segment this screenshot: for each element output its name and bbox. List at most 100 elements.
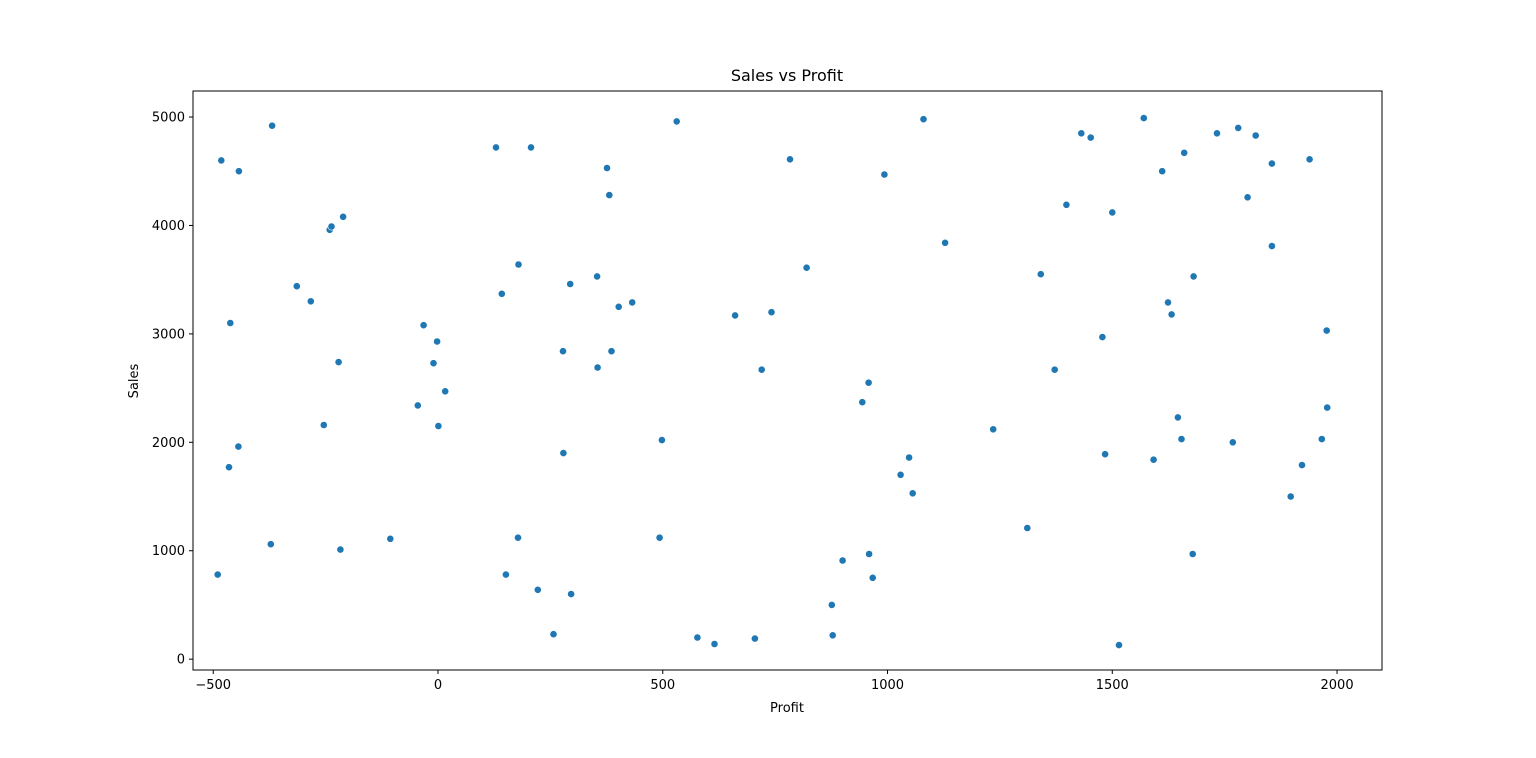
data-point <box>419 321 428 330</box>
data-point <box>514 260 523 269</box>
data-point <box>1243 193 1252 202</box>
data-point <box>751 634 759 643</box>
data-point <box>1228 438 1237 447</box>
data-point <box>896 470 905 479</box>
data-point <box>1286 492 1295 501</box>
data-point <box>607 347 616 356</box>
data-point <box>306 297 315 306</box>
data-point <box>614 302 623 311</box>
x-tick-label: 2000 <box>1321 678 1354 693</box>
data-point <box>655 533 664 542</box>
data-point <box>234 442 243 451</box>
data-point <box>1298 461 1306 469</box>
data-point <box>802 263 811 272</box>
data-point <box>858 398 867 407</box>
y-tick-label: 1000 <box>152 544 185 559</box>
data-point <box>1164 298 1172 307</box>
data-point <box>334 358 343 366</box>
data-point <box>1305 155 1314 164</box>
data-point <box>1177 435 1186 443</box>
data-point <box>767 308 776 317</box>
y-axis: 0 1000 2000 3000 4000 5000 <box>152 111 193 668</box>
data-point <box>292 282 301 291</box>
x-axis: −500 0 500 1000 1500 2000 <box>195 670 1354 693</box>
data-point <box>429 359 438 368</box>
data-point <box>268 121 276 130</box>
x-tick-label: 500 <box>650 678 675 693</box>
data-point <box>559 347 567 356</box>
data-point <box>1167 310 1176 319</box>
data-point <box>710 640 719 648</box>
data-point <box>1108 208 1117 217</box>
data-point <box>658 436 666 444</box>
data-point <box>566 280 575 288</box>
data-point <box>386 534 395 543</box>
data-point <box>1322 326 1331 335</box>
data-point <box>226 319 235 327</box>
data-point <box>319 421 328 429</box>
data-point <box>1023 524 1032 532</box>
data-point <box>1139 114 1148 122</box>
data-point <box>413 401 422 410</box>
data-point <box>1077 129 1086 138</box>
x-tick-label: 1500 <box>1096 678 1129 693</box>
data-point <box>213 570 222 579</box>
y-tick-label: 5000 <box>152 111 185 126</box>
data-point <box>827 601 836 609</box>
data-point <box>492 143 500 152</box>
data-point <box>838 556 847 565</box>
data-point <box>497 289 506 298</box>
data-point <box>559 449 568 457</box>
data-point <box>989 425 998 434</box>
plot-frame <box>192 90 1383 671</box>
x-tick-label: −500 <box>195 678 231 693</box>
data-point <box>1098 333 1107 341</box>
data-point <box>868 573 877 582</box>
data-point <box>1158 167 1167 176</box>
data-point <box>217 156 226 165</box>
data-point <box>1149 455 1158 464</box>
data-point <box>1188 550 1197 558</box>
data-point <box>327 222 336 231</box>
data-point <box>225 463 233 472</box>
data-point <box>533 585 542 594</box>
data-point <box>549 630 558 639</box>
data-point <box>880 170 889 179</box>
data-point <box>603 164 611 172</box>
x-axis-label: Profit <box>770 701 804 716</box>
data-point <box>786 155 794 164</box>
data-point <box>1086 133 1095 142</box>
data-point <box>434 422 443 430</box>
data-point <box>757 365 766 374</box>
data-point <box>865 550 873 558</box>
data-point <box>1189 272 1198 281</box>
x-tick-label: 1000 <box>871 678 904 693</box>
data-point <box>266 540 275 549</box>
points-layer <box>213 114 1332 649</box>
data-point <box>234 167 243 176</box>
data-point <box>593 363 602 372</box>
chart-title: Sales vs Profit <box>731 66 843 85</box>
data-point <box>1317 435 1326 443</box>
data-point <box>828 631 837 640</box>
data-point <box>908 489 917 498</box>
data-point <box>1180 148 1189 157</box>
data-point <box>919 115 928 124</box>
y-tick-label: 4000 <box>152 219 185 234</box>
data-point <box>567 590 575 598</box>
data-point <box>1268 242 1276 250</box>
y-tick-label: 3000 <box>152 327 185 342</box>
data-point <box>501 570 510 579</box>
data-point <box>731 311 739 320</box>
data-point <box>605 191 614 199</box>
y-tick-label: 2000 <box>152 436 185 451</box>
data-point <box>628 298 637 307</box>
data-point <box>1234 124 1243 132</box>
data-point <box>941 238 949 247</box>
data-point <box>672 117 681 126</box>
data-point <box>1268 159 1276 168</box>
data-point <box>433 337 441 346</box>
y-tick-label: 0 <box>177 653 185 668</box>
y-axis-label: Sales <box>127 363 142 398</box>
